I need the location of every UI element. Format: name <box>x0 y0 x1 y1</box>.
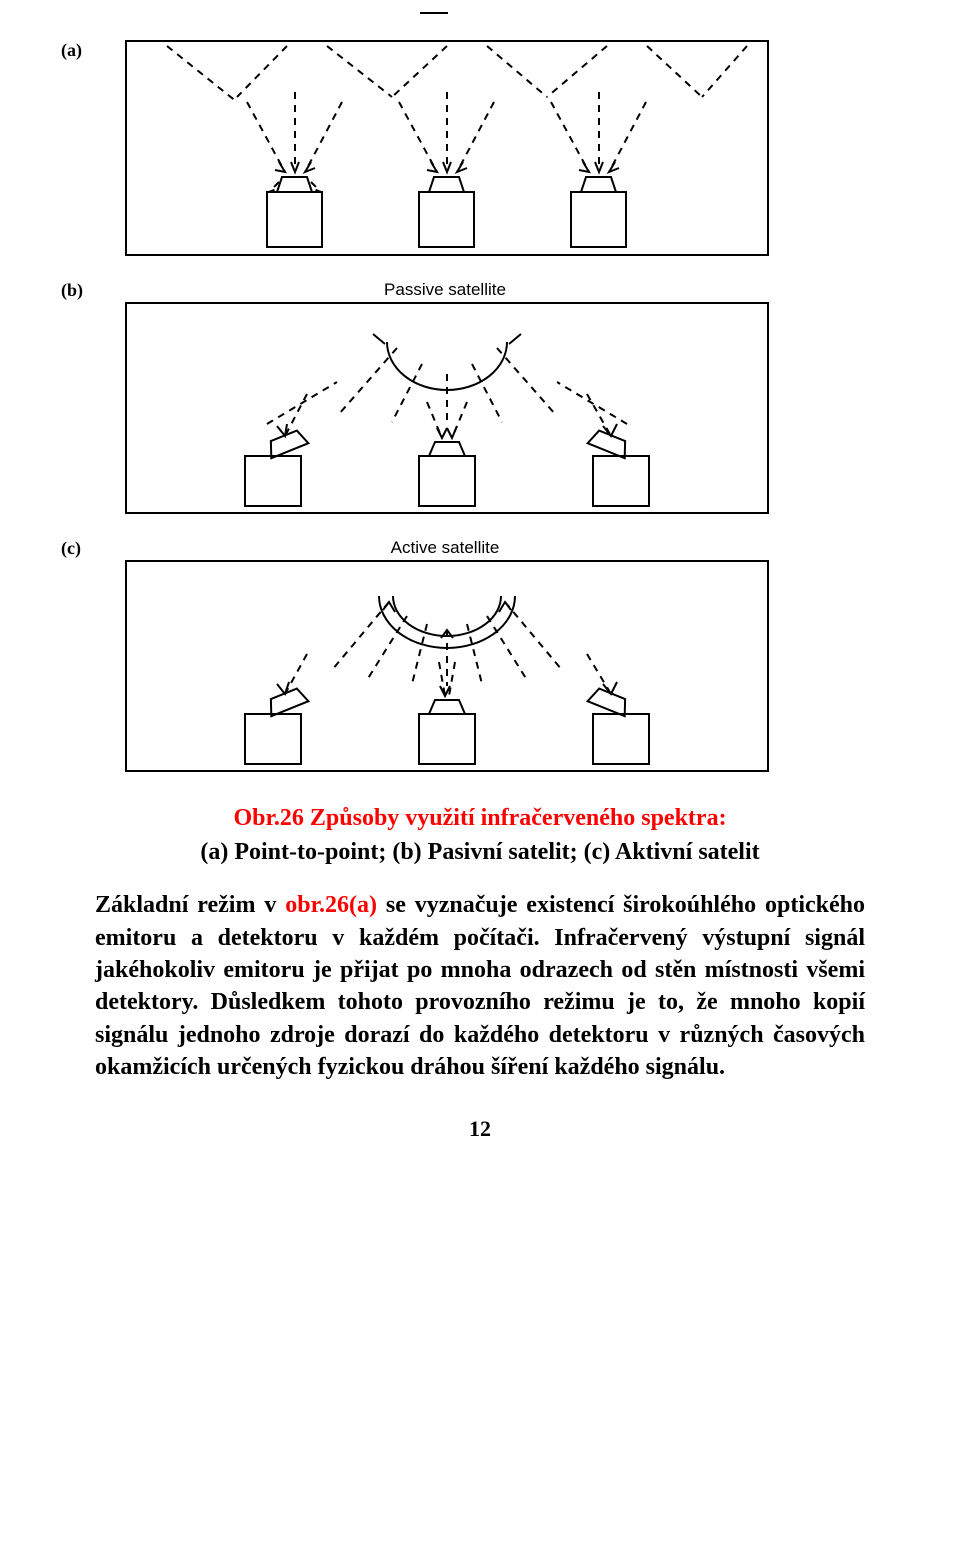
panel-b-container: (b) Passive satellite <box>95 280 865 514</box>
panel-a-container: (a) <box>95 40 865 256</box>
panel-c-label: (c) <box>61 538 81 559</box>
panel-b-caption: Passive satellite <box>125 280 765 300</box>
panel-a-svg <box>127 42 767 254</box>
panel-b-box <box>125 302 769 514</box>
panel-c-box <box>125 560 769 772</box>
body-paragraph: Základní režim v obr.26(a) se vyznačuje … <box>95 889 865 1083</box>
panel-c-caption: Active satellite <box>125 538 765 558</box>
page: (a) <box>0 0 960 1172</box>
panel-b-svg <box>127 304 767 512</box>
panel-c-svg <box>127 562 767 770</box>
figure-reference: obr.26(a) <box>285 892 377 918</box>
panel-b-label: (b) <box>61 280 83 301</box>
figure-caption: Obr.26 Způsoby využití infračerveného sp… <box>95 802 865 869</box>
panel-a-box <box>125 40 769 256</box>
caption-red: Obr.26 Způsoby využití infračerveného sp… <box>233 805 726 831</box>
top-tick <box>420 12 448 14</box>
page-number: 12 <box>95 1116 865 1142</box>
panel-a-label: (a) <box>61 40 82 61</box>
panel-c-container: (c) Active satellite <box>95 538 865 772</box>
caption-black: (a) Point-to-point; (b) Pasivní satelit;… <box>200 839 759 865</box>
